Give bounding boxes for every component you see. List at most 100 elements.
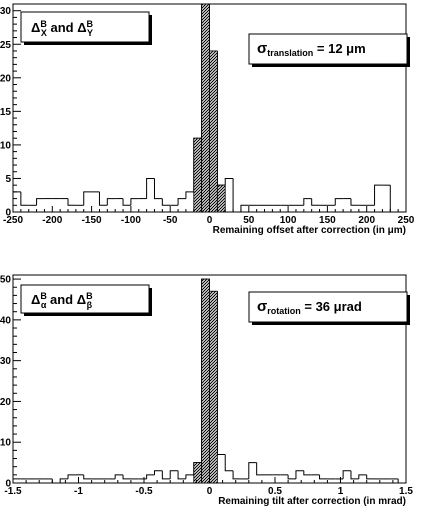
x-tick-label: 0 bbox=[207, 215, 213, 226]
histogram-bin bbox=[122, 474, 131, 480]
delta-symbol: Δ bbox=[31, 20, 40, 35]
stat-box bbox=[248, 33, 408, 65]
delta-symbol: Δ bbox=[77, 20, 86, 35]
hatched-bar bbox=[193, 462, 203, 484]
x-tick-label: -1 bbox=[74, 486, 83, 497]
histogram-bin bbox=[67, 198, 76, 206]
histogram-bin bbox=[366, 474, 375, 480]
stat-box-text: σtranslation = 12 μm bbox=[257, 40, 366, 58]
hatched-bar bbox=[193, 137, 203, 213]
label-box bbox=[20, 11, 150, 43]
y-tick-label: 0 bbox=[5, 479, 11, 490]
histogram-bin bbox=[114, 474, 124, 479]
histogram-bin bbox=[350, 198, 359, 206]
x-tick-label: -100 bbox=[121, 215, 141, 226]
histogram-bin bbox=[177, 470, 186, 480]
label-joiner: and bbox=[47, 20, 77, 35]
histogram-bin bbox=[83, 191, 92, 206]
label-box-text: ΔB α and ΔB β bbox=[31, 291, 93, 310]
histogram-bin bbox=[342, 470, 351, 479]
x-tick-label: -50 bbox=[163, 215, 178, 226]
histogram-bin bbox=[224, 454, 234, 472]
histogram-bin bbox=[36, 198, 45, 206]
subscript: X bbox=[41, 28, 47, 38]
sigma-subscript: rotation bbox=[267, 306, 301, 316]
delta-symbol: Δ bbox=[31, 292, 40, 307]
x-tick-label: -250 bbox=[3, 215, 23, 226]
x-tick-label: -0.5 bbox=[135, 486, 153, 497]
subscript: Y bbox=[87, 28, 93, 38]
stat-value: = 36 μrad bbox=[301, 299, 362, 314]
delta-symbol: Δ bbox=[77, 292, 86, 307]
top-histogram-panel: -250 -200 -150 -100 -50 0 50 100 150 200 250 0 5 10 15… bbox=[0, 3, 415, 236]
x-tick-label: 200 bbox=[358, 215, 375, 226]
bottom-histogram-panel: -1.5 -1 -0.5 0 0.5 1 1.5 0 10 20 30 40 50 Remaining t… bbox=[0, 274, 413, 507]
histogram-bin bbox=[146, 177, 155, 199]
hatched-bar bbox=[209, 50, 218, 213]
hatched-bar bbox=[201, 278, 210, 484]
superscript: B bbox=[40, 291, 47, 301]
x-tick-label: 150 bbox=[319, 215, 336, 226]
histogram-bin bbox=[224, 177, 234, 186]
histogram-bin bbox=[311, 198, 320, 206]
histogram-bin bbox=[334, 198, 344, 206]
histogram-bin bbox=[20, 191, 29, 206]
y-tick-label: 5 bbox=[5, 174, 11, 185]
histogram-bin bbox=[106, 198, 116, 206]
histogram-bin bbox=[153, 470, 163, 475]
histogram-bin bbox=[185, 191, 194, 199]
y-tick-label: 40 bbox=[0, 315, 11, 326]
superscript: B bbox=[87, 19, 94, 29]
hatched-bar bbox=[209, 290, 218, 484]
x-tick-label: 1.5 bbox=[399, 486, 413, 497]
histogram-bin bbox=[287, 474, 296, 480]
x-tick-label: 100 bbox=[280, 215, 297, 226]
x-tick-label: 0 bbox=[207, 486, 213, 497]
histogram-bin bbox=[59, 478, 69, 483]
y-tick-label: 0 bbox=[5, 208, 11, 219]
x-tick-label: 50 bbox=[243, 215, 255, 226]
histogram-bin bbox=[169, 470, 179, 479]
histogram-bin bbox=[358, 474, 367, 479]
subscript: β bbox=[87, 300, 93, 310]
histogram-bin bbox=[83, 474, 92, 480]
x-axis-label: Remaining offset after correction (in μm… bbox=[213, 225, 406, 236]
histogram-bin bbox=[161, 470, 171, 480]
sigma-subscript: translation bbox=[267, 48, 313, 58]
histogram-bin bbox=[303, 198, 312, 206]
superscript: B bbox=[40, 19, 47, 29]
hatched-bar bbox=[201, 3, 210, 213]
y-tick-label: 20 bbox=[0, 73, 11, 84]
histogram-bin bbox=[122, 198, 131, 206]
histogram-bin bbox=[397, 478, 406, 484]
label-box bbox=[20, 284, 150, 314]
subscript: α bbox=[41, 300, 47, 310]
histogram-bin bbox=[374, 184, 383, 206]
x-tick-label: 250 bbox=[398, 215, 415, 226]
histogram-bin bbox=[350, 470, 359, 480]
histogram-bin bbox=[256, 462, 265, 476]
histogram-bin bbox=[146, 474, 155, 479]
y-tick-label: 10 bbox=[0, 438, 11, 449]
label-joiner: and bbox=[46, 292, 76, 307]
y-tick-label: 10 bbox=[0, 140, 11, 151]
y-tick-label: 30 bbox=[0, 6, 11, 17]
histogram-bin bbox=[98, 191, 108, 206]
y-tick-label: 50 bbox=[0, 275, 11, 286]
x-tick-label: -150 bbox=[82, 215, 102, 226]
sigma-symbol: σ bbox=[257, 298, 267, 315]
superscript: B bbox=[86, 291, 93, 301]
histogram-bin bbox=[67, 474, 76, 479]
y-tick-label: 20 bbox=[0, 397, 11, 408]
hatched-bar bbox=[216, 184, 226, 213]
x-tick-label: -1.5 bbox=[4, 486, 22, 497]
histogram-bin bbox=[248, 462, 257, 479]
histogram-bin bbox=[303, 470, 312, 476]
x-tick-label: 1 bbox=[338, 486, 344, 497]
sigma-symbol: σ bbox=[257, 40, 267, 57]
histogram-bin bbox=[177, 198, 186, 206]
stat-value: = 12 μm bbox=[313, 41, 365, 56]
y-tick-label: 25 bbox=[0, 40, 11, 51]
histogram-bin bbox=[319, 474, 328, 480]
